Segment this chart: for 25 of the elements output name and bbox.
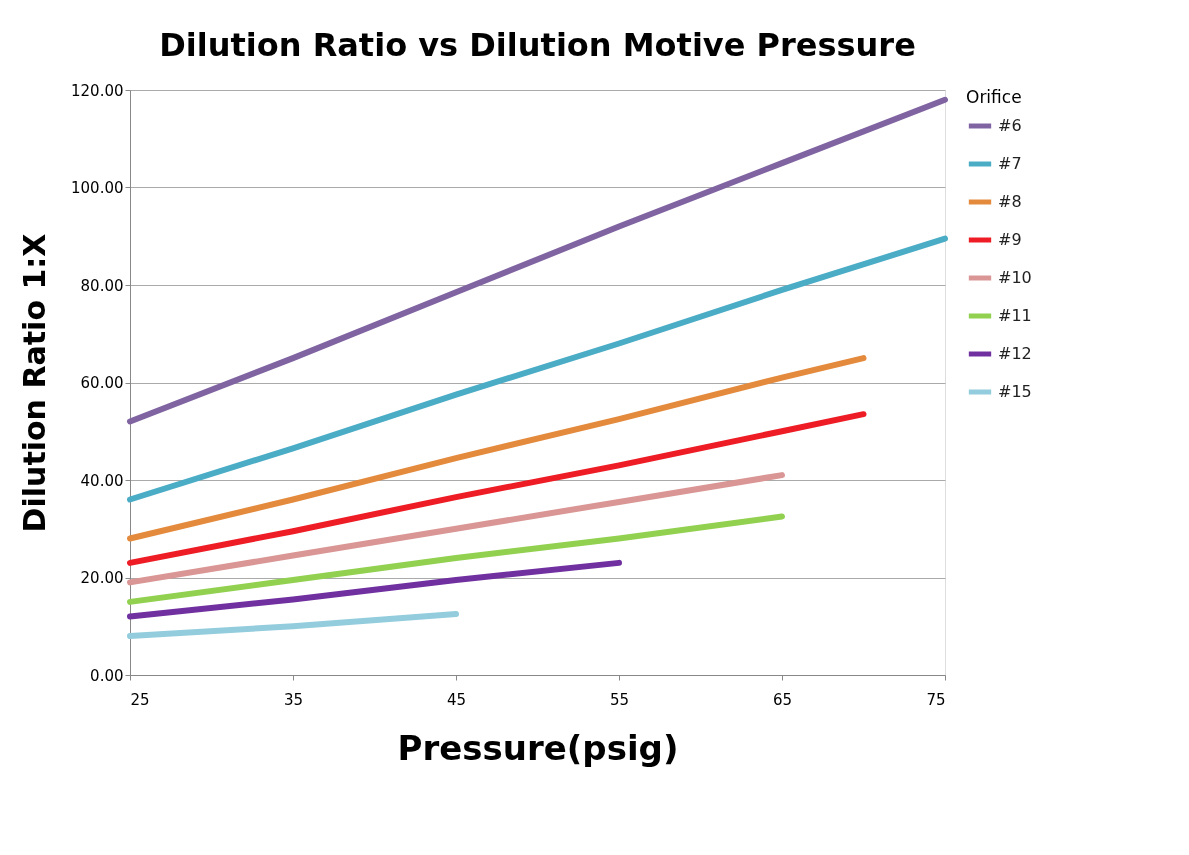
x-tick-label: 35 [283, 690, 304, 709]
x-tick-label: 65 [772, 690, 793, 709]
y-tick-label: 40.00 [80, 471, 124, 490]
y-axis-title: Dilution Ratio 1:X [17, 233, 53, 533]
legend-label: #12 [998, 344, 1032, 363]
legend-label: #6 [998, 116, 1022, 135]
y-tick-label: 80.00 [80, 276, 124, 295]
x-tick-label: 45 [446, 690, 467, 709]
legend-label: #9 [998, 230, 1022, 249]
legend-label: #8 [998, 192, 1022, 211]
x-tick-label: 75 [926, 690, 946, 709]
legend-label: #15 [998, 382, 1032, 401]
x-tick-label: 25 [130, 690, 150, 709]
y-tick-label: 20.00 [80, 569, 124, 587]
y-tick-label: 0.00 [90, 666, 124, 685]
chart-title: Dilution Ratio vs Dilution Motive Pressure [159, 26, 916, 64]
x-tick-label: 55 [609, 690, 630, 709]
y-tick-label: 100.00 [71, 179, 124, 197]
legend-label: #7 [998, 154, 1022, 173]
y-tick-label: 60.00 [80, 374, 124, 392]
legend-label: #10 [998, 268, 1032, 287]
legend-title: Orifice [966, 87, 1022, 107]
y-tick-label: 120.00 [71, 81, 124, 100]
x-axis-title: Pressure(psig) [397, 727, 679, 768]
legend-label: #11 [998, 306, 1032, 325]
